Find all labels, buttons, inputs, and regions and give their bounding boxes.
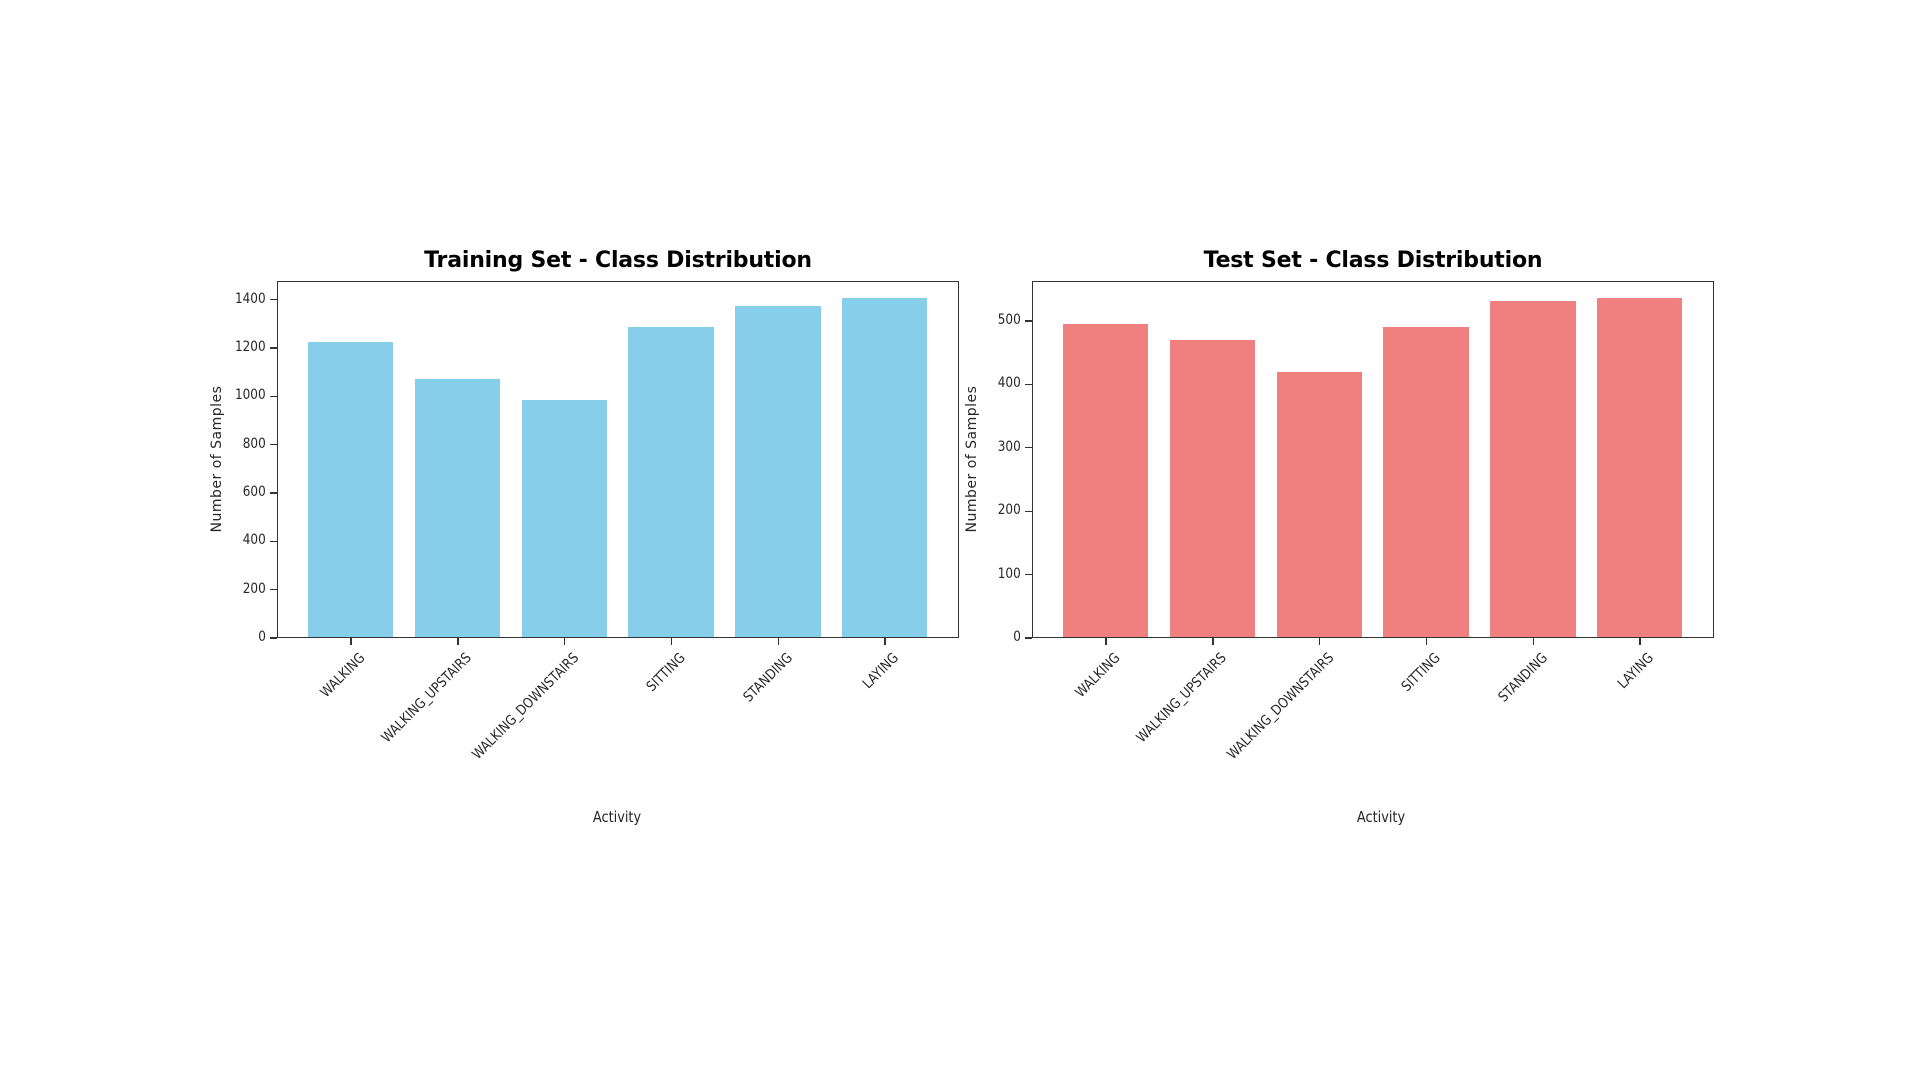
bar-sitting xyxy=(628,327,714,637)
y-tick-label: 500 xyxy=(998,311,1021,328)
x-tick-label: LAYING xyxy=(1615,650,1658,693)
tick-mark xyxy=(457,638,459,645)
y-tick-label: 200 xyxy=(243,580,266,597)
y-tick-label: 1200 xyxy=(235,338,266,355)
bar-walking-upstairs xyxy=(414,378,501,637)
bar-walking-upstairs xyxy=(1169,339,1256,637)
tick-mark xyxy=(270,395,277,397)
chart-title: Training Set - Class Distribution xyxy=(424,248,812,273)
bar-walking-downstairs xyxy=(1276,371,1363,637)
y-tick-label: 0 xyxy=(1013,629,1021,645)
plot-area xyxy=(277,281,959,638)
tick-mark xyxy=(1025,447,1032,449)
y-tick-label: 400 xyxy=(998,375,1021,392)
y-tick-label: 1000 xyxy=(235,387,266,404)
tick-mark xyxy=(1025,573,1032,576)
tick-mark xyxy=(1025,320,1032,322)
y-tick-label: 300 xyxy=(998,438,1021,455)
y-tick-label: 600 xyxy=(243,483,266,500)
bar-laying xyxy=(841,298,928,637)
tick-mark xyxy=(270,299,277,301)
bar-walking xyxy=(1063,323,1149,637)
tick-mark xyxy=(350,638,352,645)
bar-walking-downstairs xyxy=(521,399,608,637)
tick-mark xyxy=(1025,637,1032,639)
tick-mark xyxy=(1532,638,1534,645)
test-chart-panel: Test Set - Class Distribution Number of … xyxy=(964,248,1714,826)
x-tick-label: WALKING_UPSTAIRS xyxy=(1134,650,1231,747)
tick-mark xyxy=(777,638,779,645)
tick-mark xyxy=(1212,638,1214,645)
tick-mark xyxy=(1025,510,1032,512)
x-tick-label: SITTING xyxy=(1398,650,1444,695)
bar-standing xyxy=(1490,300,1576,637)
plot-area xyxy=(1032,281,1714,638)
bar-standing xyxy=(735,306,821,637)
tick-mark xyxy=(270,637,277,639)
training-chart-panel: Training Set - Class Distribution Number… xyxy=(209,248,959,826)
bar-walking xyxy=(308,341,394,637)
x-tick-label: STANDING xyxy=(1494,650,1551,706)
y-tick-label: 800 xyxy=(243,435,266,452)
tick-mark xyxy=(884,638,886,645)
tick-mark xyxy=(270,492,277,494)
tick-mark xyxy=(1425,638,1428,645)
chart-title: Test Set - Class Distribution xyxy=(1203,248,1543,273)
x-tick-label: WALKING_DOWNSTAIRS xyxy=(1224,650,1337,763)
tick-mark xyxy=(270,540,277,543)
x-tick-label: WALKING xyxy=(1072,650,1124,701)
y-tick-label: 0 xyxy=(258,629,266,645)
tick-mark xyxy=(270,347,277,349)
y-tick-label: 400 xyxy=(243,532,266,549)
bar-laying xyxy=(1596,297,1683,637)
x-axis-label: Activity xyxy=(1356,808,1406,826)
tick-mark xyxy=(1025,383,1032,386)
tick-mark xyxy=(1105,638,1107,645)
bar-sitting xyxy=(1383,326,1469,637)
y-tick-label: 1400 xyxy=(235,290,266,307)
tick-mark xyxy=(670,638,673,645)
x-axis-label: Activity xyxy=(592,808,642,826)
tick-mark xyxy=(1639,638,1641,645)
tick-mark xyxy=(564,638,566,645)
tick-mark xyxy=(270,589,277,591)
y-axis-label: Number of Samples xyxy=(964,385,980,533)
tick-mark xyxy=(270,444,277,446)
y-tick-label: 200 xyxy=(998,502,1021,519)
y-tick-label: 100 xyxy=(998,565,1021,582)
tick-mark xyxy=(1319,638,1321,645)
